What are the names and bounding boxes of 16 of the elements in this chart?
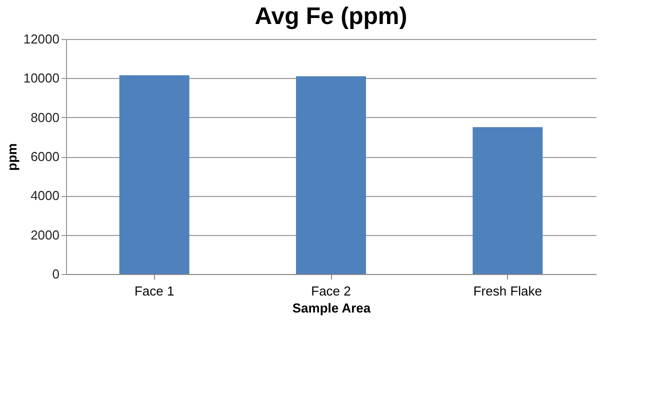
bar	[296, 76, 366, 274]
y-tick-label: 8000	[30, 110, 60, 125]
x-tick-label: Fresh Flake	[473, 284, 542, 298]
bar	[119, 75, 190, 274]
x-tick-label: Face 2	[311, 284, 351, 298]
y-axis-title: ppm	[4, 143, 20, 171]
x-axis-title: Sample Area	[292, 300, 372, 316]
y-tick-label: 4000	[30, 188, 60, 204]
y-tick-label: 0	[52, 266, 60, 282]
y-tick-label: 2000	[30, 227, 60, 242]
y-tick-label: 12000	[23, 32, 60, 46]
x-tick-label: Face 1	[134, 284, 174, 298]
chart-title: Avg Fe (ppm)	[254, 3, 408, 30]
bar	[472, 127, 543, 274]
y-tick-label: 10000	[23, 70, 60, 86]
y-tick-label: 6000	[30, 149, 60, 164]
